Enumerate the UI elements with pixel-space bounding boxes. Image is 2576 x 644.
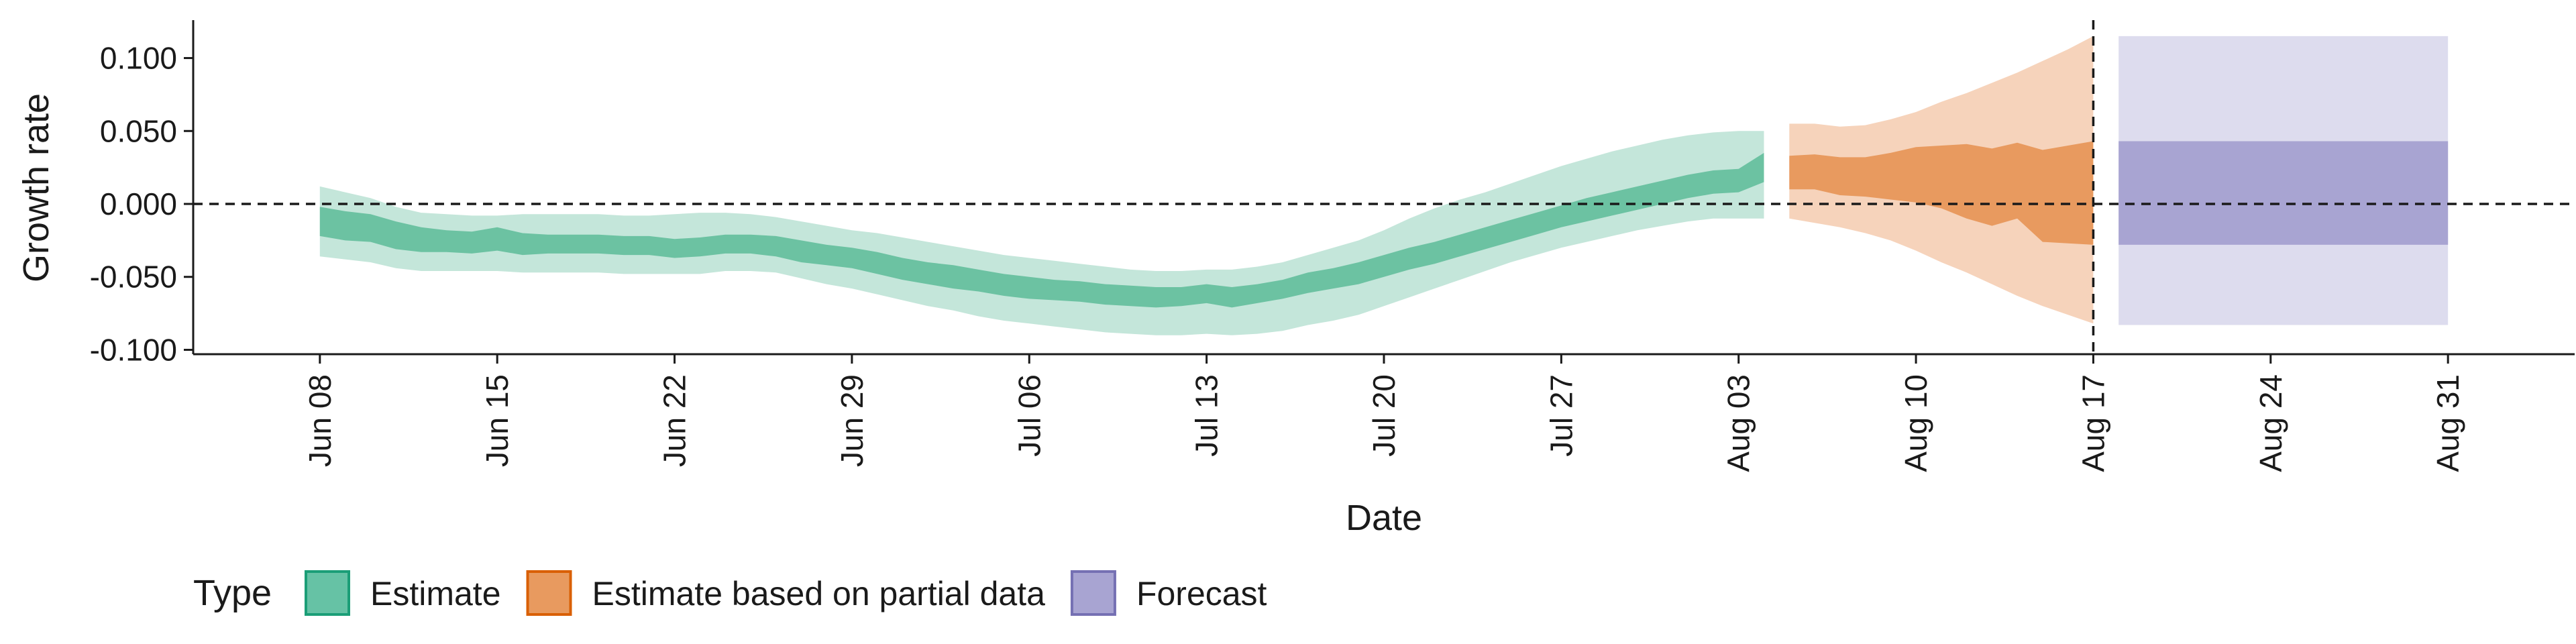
x-tick-label: Jul 06 [1012,374,1046,457]
y-tick-label: 0.000 [100,186,177,221]
series-bands [319,36,2449,335]
y-tick-label: -0.050 [90,260,177,294]
x-tick-label: Jul 20 [1366,374,1401,457]
reference-lines [193,20,2575,354]
legend: Type Estimate Estimate based on partial da… [193,570,1267,616]
x-tick-label: Jun 29 [835,374,869,467]
band-50-forecast [2118,141,2449,245]
x-tick-label: Aug 03 [1721,374,1756,472]
x-tick-label: Aug 10 [1898,374,1933,472]
x-tick-label: Jul 13 [1189,374,1224,457]
band-50-estimate [319,152,1764,308]
legend-swatch-estimate-based-on-partial-data [526,570,572,616]
legend-swatch-forecast [1070,570,1116,616]
legend-label-forecast: Forecast [1136,575,1267,612]
x-tick-label: Jun 22 [657,374,692,467]
x-tick-label: Aug 24 [2253,374,2288,472]
x-tick-label: Aug 31 [2430,374,2465,472]
legend-title: Type [193,573,272,613]
legend-label-estimate-based-on-partial-data: Estimate based on partial data [592,575,1046,612]
x-axis-title: Date [1346,498,1422,538]
band-50-estimate-based-on-partial-data [1789,141,2094,245]
band-90-estimate [319,131,1764,335]
x-tick-label: Jun 15 [480,374,515,467]
y-tick-label: -0.100 [90,332,177,367]
legend-label-estimate: Estimate [370,575,501,612]
axes: 0.100 0.050 0.000 -0.050 -0.100 Jun 08 Jun 15 J… [90,20,2575,472]
x-tick-label: Jul 27 [1544,374,1578,457]
y-tick-label: 0.050 [100,113,177,148]
x-tick-label: Aug 17 [2076,374,2110,472]
legend-swatch-estimate [305,570,350,616]
y-axis-title: Growth rate [16,93,56,282]
x-tick-label: Jun 08 [303,374,337,467]
y-tick-label: 0.100 [100,41,177,76]
